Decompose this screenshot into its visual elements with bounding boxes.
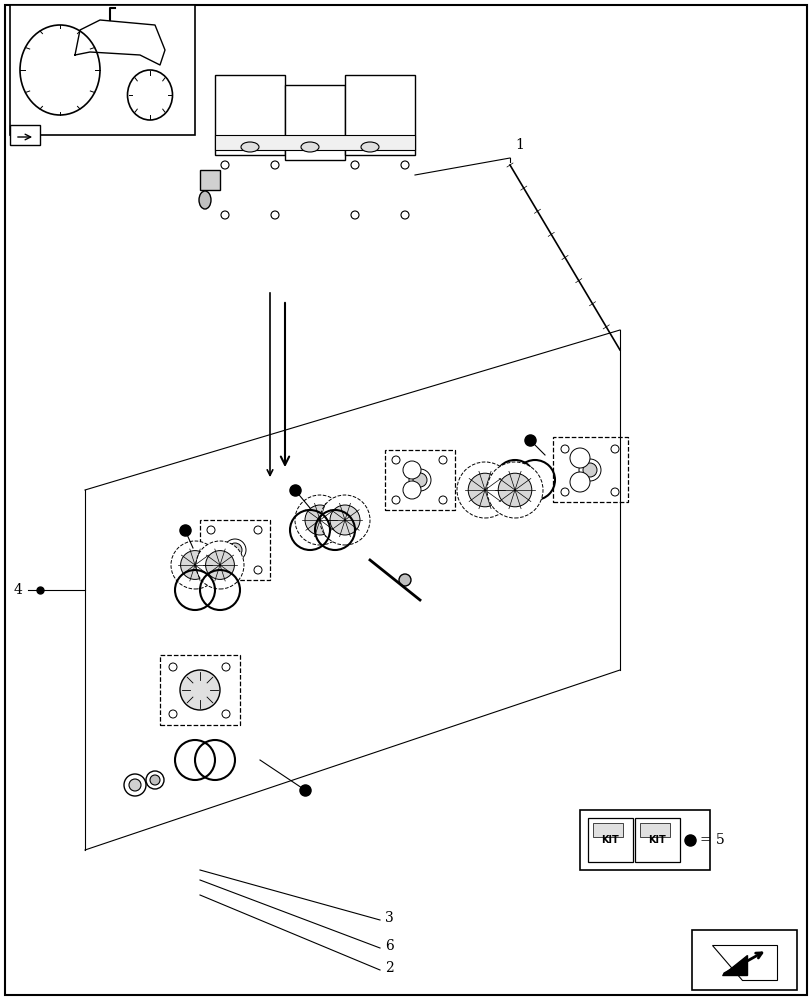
Ellipse shape bbox=[169, 710, 177, 718]
Bar bbox=[384, 450, 454, 510]
Ellipse shape bbox=[207, 566, 215, 574]
Bar bbox=[691, 930, 796, 990]
Text: 2: 2 bbox=[384, 961, 393, 975]
Bar bbox=[215, 135, 414, 150]
Bar bbox=[579, 810, 709, 870]
Ellipse shape bbox=[392, 496, 400, 504]
Polygon shape bbox=[711, 945, 776, 980]
Bar bbox=[160, 655, 240, 725]
Bar bbox=[200, 520, 270, 580]
Ellipse shape bbox=[582, 463, 596, 477]
Ellipse shape bbox=[180, 551, 209, 579]
Text: 4: 4 bbox=[13, 583, 22, 597]
Ellipse shape bbox=[457, 462, 513, 518]
Ellipse shape bbox=[329, 505, 359, 535]
Ellipse shape bbox=[439, 496, 446, 504]
Ellipse shape bbox=[398, 574, 410, 586]
Ellipse shape bbox=[409, 469, 431, 491]
Ellipse shape bbox=[320, 495, 370, 545]
Ellipse shape bbox=[350, 211, 358, 219]
Ellipse shape bbox=[169, 663, 177, 671]
Text: KIT: KIT bbox=[647, 835, 665, 845]
Ellipse shape bbox=[221, 663, 230, 671]
Ellipse shape bbox=[569, 472, 590, 492]
Ellipse shape bbox=[180, 670, 220, 710]
Bar bbox=[215, 75, 285, 155]
Ellipse shape bbox=[294, 495, 345, 545]
Ellipse shape bbox=[207, 526, 215, 534]
Ellipse shape bbox=[569, 448, 590, 468]
Ellipse shape bbox=[487, 462, 543, 518]
Ellipse shape bbox=[189, 679, 211, 701]
Bar bbox=[10, 125, 40, 145]
Ellipse shape bbox=[301, 142, 319, 152]
Ellipse shape bbox=[195, 541, 243, 589]
Text: 1: 1 bbox=[514, 138, 523, 152]
Polygon shape bbox=[721, 955, 746, 975]
Bar bbox=[285, 85, 345, 160]
Bar bbox=[634, 818, 679, 862]
Ellipse shape bbox=[271, 211, 279, 219]
Ellipse shape bbox=[361, 142, 379, 152]
Ellipse shape bbox=[610, 488, 618, 496]
Ellipse shape bbox=[560, 488, 569, 496]
Bar bbox=[200, 170, 220, 190]
Ellipse shape bbox=[350, 161, 358, 169]
Bar bbox=[592, 823, 622, 837]
Ellipse shape bbox=[392, 456, 400, 464]
Ellipse shape bbox=[578, 459, 600, 481]
Text: = 5: = 5 bbox=[699, 833, 724, 847]
Ellipse shape bbox=[610, 445, 618, 453]
Ellipse shape bbox=[150, 775, 160, 785]
Ellipse shape bbox=[498, 473, 531, 507]
Ellipse shape bbox=[221, 710, 230, 718]
Ellipse shape bbox=[205, 551, 234, 579]
Ellipse shape bbox=[129, 779, 141, 791]
Ellipse shape bbox=[146, 771, 164, 789]
Bar bbox=[345, 75, 414, 155]
Ellipse shape bbox=[171, 541, 219, 589]
Ellipse shape bbox=[305, 505, 335, 535]
Text: 6: 6 bbox=[384, 939, 393, 953]
Ellipse shape bbox=[254, 566, 262, 574]
Ellipse shape bbox=[401, 161, 409, 169]
Ellipse shape bbox=[221, 211, 229, 219]
Ellipse shape bbox=[271, 161, 279, 169]
Bar bbox=[587, 818, 633, 862]
Ellipse shape bbox=[439, 456, 446, 464]
Ellipse shape bbox=[254, 526, 262, 534]
Ellipse shape bbox=[193, 683, 207, 697]
Bar bbox=[10, 5, 195, 135]
Ellipse shape bbox=[468, 473, 501, 507]
Ellipse shape bbox=[228, 543, 242, 557]
Ellipse shape bbox=[402, 481, 420, 499]
Ellipse shape bbox=[413, 473, 427, 487]
Ellipse shape bbox=[199, 191, 211, 209]
Ellipse shape bbox=[124, 774, 146, 796]
Ellipse shape bbox=[221, 161, 229, 169]
Text: 3: 3 bbox=[384, 911, 393, 925]
Ellipse shape bbox=[560, 445, 569, 453]
Text: KIT: KIT bbox=[600, 835, 618, 845]
Ellipse shape bbox=[401, 211, 409, 219]
Ellipse shape bbox=[224, 539, 246, 561]
Bar bbox=[552, 437, 627, 502]
Ellipse shape bbox=[402, 461, 420, 479]
Bar bbox=[639, 823, 669, 837]
Ellipse shape bbox=[241, 142, 259, 152]
